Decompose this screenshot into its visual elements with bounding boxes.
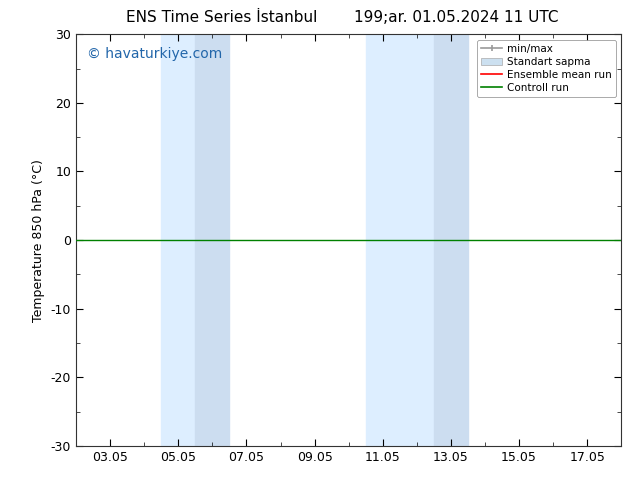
Bar [400,34,434,446]
Y-axis label: Temperature 850 hPa (°C): Temperature 850 hPa (°C) [32,159,45,321]
Legend: min/max, Standart sapma, Ensemble mean run, Controll run: min/max, Standart sapma, Ensemble mean r… [477,40,616,97]
Bar [161,34,195,446]
Text: © havaturkiye.com: © havaturkiye.com [87,47,223,61]
Text: 199;ar. 01.05.2024 11 UTC: 199;ar. 01.05.2024 11 UTC [354,10,559,25]
Bar [195,34,230,446]
Bar [366,34,400,446]
Bar [434,34,468,446]
Text: ENS Time Series İstanbul: ENS Time Series İstanbul [126,10,318,25]
